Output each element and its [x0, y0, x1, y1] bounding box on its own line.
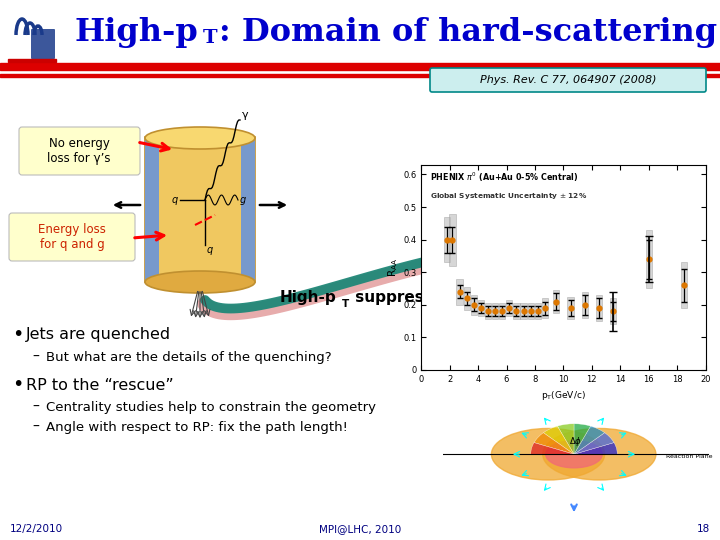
Bar [513, 303, 520, 320]
Wedge shape [574, 443, 617, 454]
Text: High-p: High-p [280, 290, 337, 305]
Wedge shape [557, 424, 574, 454]
Y-axis label: R$_\mathregular{AA}$: R$_\mathregular{AA}$ [387, 258, 400, 277]
Bar [681, 262, 688, 308]
Text: T: T [342, 299, 349, 309]
Bar [582, 292, 588, 318]
Bar [535, 303, 541, 320]
Bar [471, 295, 477, 314]
Text: Energy loss
for q and g: Energy loss for q and g [38, 223, 106, 251]
Bar [485, 303, 491, 320]
Bar [478, 300, 484, 316]
Bar [528, 303, 534, 320]
FancyBboxPatch shape [19, 127, 140, 175]
Ellipse shape [543, 428, 656, 480]
Bar [145, 137, 255, 282]
FancyBboxPatch shape [31, 29, 55, 59]
FancyBboxPatch shape [6, 8, 58, 60]
Bar [646, 230, 652, 288]
Text: –: – [32, 400, 39, 414]
Bar [492, 303, 498, 320]
Text: suppressio: suppressio [350, 290, 449, 305]
Bar [464, 287, 470, 309]
Text: Phys. Rev. C 77, 064907 (2008): Phys. Rev. C 77, 064907 (2008) [480, 75, 656, 85]
Bar [8, 59, 56, 62]
X-axis label: p$_\mathregular{T}$(GeV/c): p$_\mathregular{T}$(GeV/c) [541, 389, 586, 402]
Text: –: – [32, 420, 39, 434]
Text: Global Systematic Uncertainty $\pm$ 12%: Global Systematic Uncertainty $\pm$ 12% [430, 191, 587, 201]
Text: No energy
loss for γ’s: No energy loss for γ’s [48, 137, 111, 165]
Bar [596, 295, 602, 321]
FancyBboxPatch shape [9, 213, 135, 261]
Text: : Domain of hard-scattering: : Domain of hard-scattering [219, 17, 717, 48]
Text: 18: 18 [697, 524, 710, 534]
Text: $\Delta\phi$: $\Delta\phi$ [570, 435, 582, 448]
Text: T: T [203, 29, 217, 47]
Ellipse shape [145, 271, 255, 293]
Bar [0, 74, 720, 77]
Text: Centrality studies help to constrain the geometry: Centrality studies help to constrain the… [46, 401, 376, 414]
Text: 12/2/2010: 12/2/2010 [10, 524, 63, 534]
Wedge shape [534, 433, 574, 454]
Text: •: • [12, 375, 23, 395]
Wedge shape [574, 433, 614, 454]
Bar [145, 137, 159, 282]
Bar [506, 300, 513, 316]
Text: Angle with respect to RP: fix the path length!: Angle with respect to RP: fix the path l… [46, 421, 348, 434]
Bar [610, 298, 616, 325]
Bar [553, 290, 559, 313]
Text: g: g [240, 195, 246, 205]
Text: High-p: High-p [75, 17, 199, 48]
Bar [541, 298, 548, 318]
Text: q: q [207, 245, 213, 255]
Text: •: • [12, 326, 23, 345]
Bar [241, 137, 255, 282]
Text: Reaction Plane: Reaction Plane [666, 454, 712, 459]
Wedge shape [531, 443, 574, 454]
Ellipse shape [546, 441, 603, 468]
Wedge shape [574, 424, 590, 454]
Text: But what are the details of the quenching?: But what are the details of the quenchin… [46, 350, 332, 363]
Bar [0, 63, 720, 70]
Text: MPI@LHC, 2010: MPI@LHC, 2010 [319, 524, 401, 534]
Bar [0, 518, 720, 540]
Ellipse shape [492, 428, 605, 480]
Text: Jets are quenched: Jets are quenched [26, 327, 171, 342]
Text: PHENIX $\pi^0$ (Au+Au 0-5% Central): PHENIX $\pi^0$ (Au+Au 0-5% Central) [430, 171, 578, 184]
Text: –: – [32, 350, 39, 364]
Text: RP to the “rescue”: RP to the “rescue” [26, 377, 174, 393]
Bar [456, 279, 463, 305]
FancyBboxPatch shape [430, 68, 706, 92]
Bar [0, 0, 720, 68]
Text: q: q [172, 195, 178, 205]
Bar [449, 213, 456, 266]
Text: γ: γ [242, 110, 248, 120]
Wedge shape [544, 426, 574, 454]
Bar [444, 217, 450, 262]
Wedge shape [574, 426, 605, 454]
Bar [521, 303, 527, 320]
Bar [567, 296, 574, 320]
Ellipse shape [145, 127, 255, 149]
Bar [499, 303, 505, 320]
